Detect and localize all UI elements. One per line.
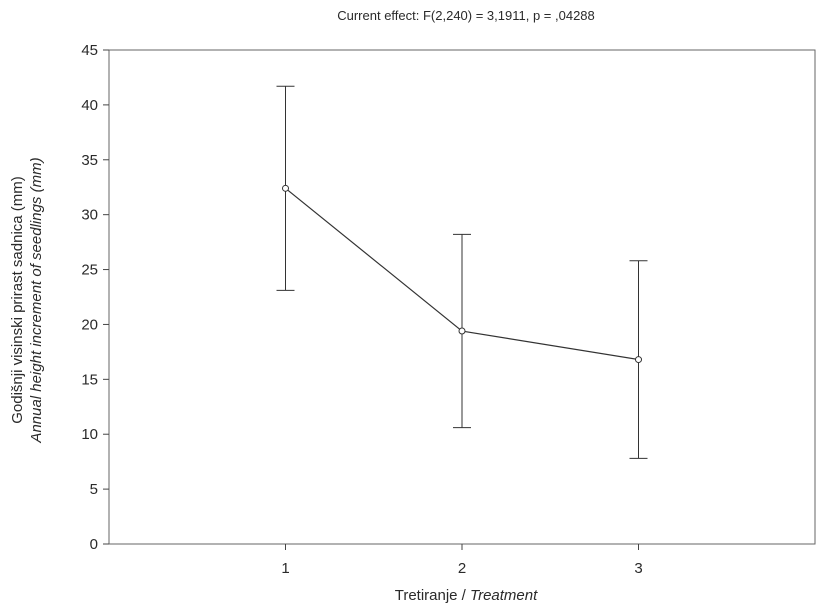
y-tick-label: 30 [81,207,98,224]
y-tick-label: 25 [81,262,98,279]
y-tick-label: 40 [81,97,98,114]
data-point [635,356,642,364]
x-tick-label: 3 [634,560,642,577]
y-axis-label-line2: Annual height increment of seedlings (mm… [28,157,45,443]
data-point [458,327,466,335]
data-point [282,184,289,192]
x-axis-label: Tretiranje / Treatment [395,587,538,604]
y-axis-label: Godišnji visinski prirast sadnica (mm) A… [9,157,45,443]
x-tick-label: 2 [458,560,466,577]
y-tick-label: 15 [81,371,98,388]
y-tick-label: 5 [90,481,98,498]
y-tick-label: 20 [81,316,98,333]
y-tick-label: 0 [90,536,98,553]
x-tick-label: 1 [281,560,289,577]
x-axis: 1 2 3 [281,544,643,577]
y-axis-label-line1: Godišnji visinski prirast sadnica (mm) [9,176,26,424]
y-tick-label: 35 [81,152,98,169]
y-tick-label: 45 [81,42,98,59]
y-axis: 0 5 10 15 20 25 30 35 40 45 [81,42,109,553]
y-tick-label: 10 [81,426,98,443]
chart-title: Current effect: F(2,240) = 3,1911, p = ,… [337,8,595,23]
x-axis-label-italic: Treatment [470,587,538,604]
series-layer [276,85,648,459]
x-axis-label-main: Tretiranje / [395,587,470,604]
